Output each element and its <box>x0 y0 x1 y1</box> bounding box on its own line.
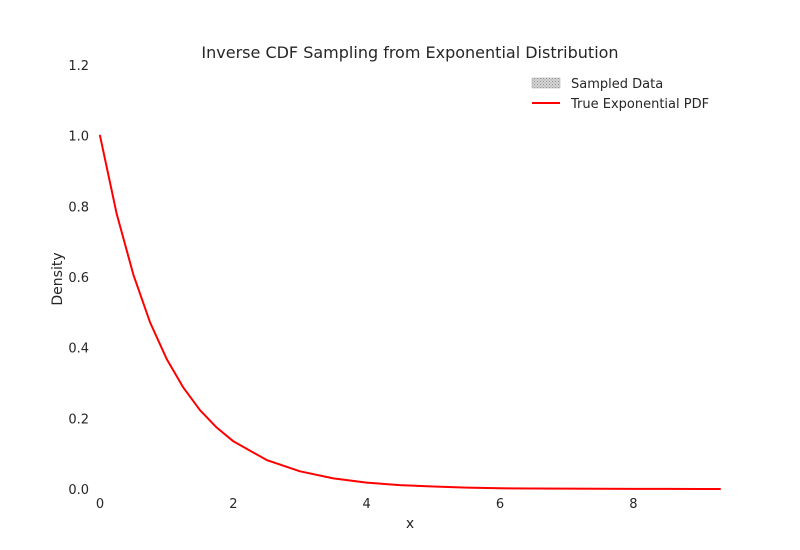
x-tick-label: 4 <box>363 497 371 512</box>
chart-title: Inverse CDF Sampling from Exponential Di… <box>201 43 618 62</box>
x-axis-ticks: 0 2 4 6 8 <box>96 497 638 512</box>
legend-label: True Exponential PDF <box>570 97 709 112</box>
y-axis-ticks: 0.0 0.2 0.4 0.6 0.8 1.0 1.2 <box>68 59 89 498</box>
legend-swatch-sampled-data <box>531 77 561 89</box>
x-axis-label: x <box>406 516 414 532</box>
y-tick-label: 0.8 <box>68 200 89 215</box>
y-tick-label: 0.4 <box>68 342 89 357</box>
legend-label: Sampled Data <box>571 77 663 92</box>
y-tick-label: 0.6 <box>68 271 89 286</box>
plot-area <box>99 134 721 490</box>
x-tick-label: 2 <box>229 497 237 512</box>
x-tick-label: 6 <box>496 497 504 512</box>
x-tick-label: 0 <box>96 497 104 512</box>
y-tick-label: 1.0 <box>68 130 89 145</box>
legend: Sampled Data True Exponential PDF <box>531 77 709 112</box>
y-tick-label: 0.2 <box>68 412 89 427</box>
y-tick-label: 1.2 <box>68 59 89 74</box>
y-tick-label: 0.0 <box>68 483 89 498</box>
x-tick-label: 8 <box>629 497 637 512</box>
y-axis-label: Density <box>50 252 66 305</box>
series-line-0 <box>99 134 721 490</box>
